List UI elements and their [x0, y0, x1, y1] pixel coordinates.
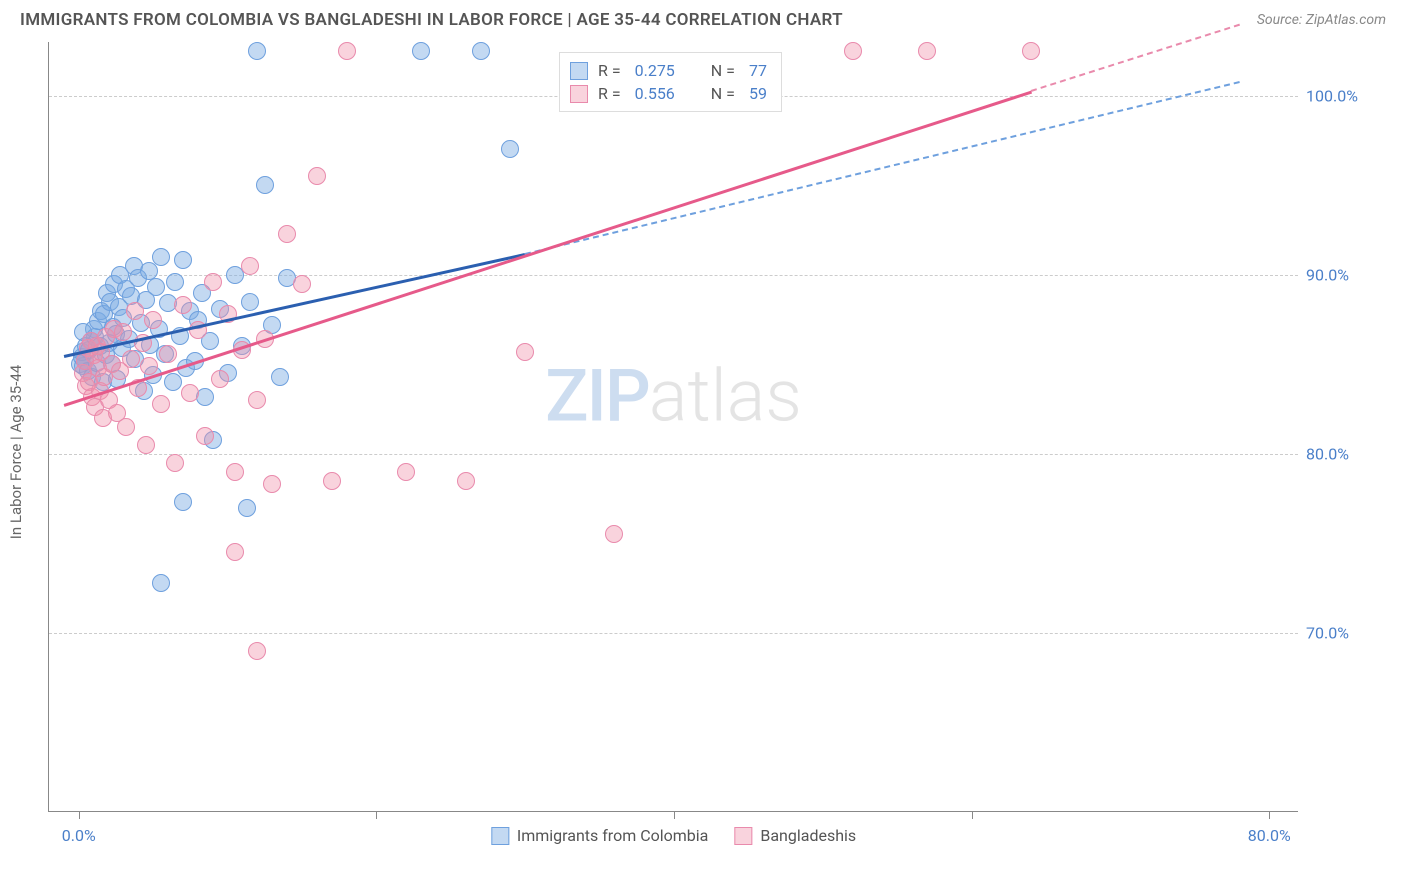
correlation-legend-row: R = 0.556 N = 59: [570, 82, 771, 105]
x-tick-label: 80.0%: [1248, 826, 1291, 845]
chart-title: IMMIGRANTS FROM COLOMBIA VS BANGLADESHI …: [20, 10, 843, 30]
grid-line: [49, 633, 1298, 634]
source-attribution: Source: ZipAtlas.com: [1257, 12, 1386, 28]
legend-swatch: [570, 85, 588, 103]
data-point-bangladeshi: [248, 391, 266, 409]
data-point-bangladeshi: [152, 395, 170, 413]
data-point-colombia: [248, 42, 266, 60]
data-point-bangladeshi: [338, 42, 356, 60]
legend-swatch: [734, 827, 752, 845]
data-point-bangladeshi: [211, 370, 229, 388]
data-point-bangladeshi: [204, 273, 222, 291]
legend-n-value: 59: [749, 84, 767, 103]
y-axis-title: In Labor Force | Age 35-44: [7, 365, 25, 539]
series-legend-label: Bangladeshis: [760, 826, 856, 845]
legend-r-label: R =: [598, 84, 621, 103]
correlation-legend-row: R = 0.275 N = 77: [570, 59, 771, 82]
watermark-atlas: atlas: [649, 353, 802, 438]
data-point-bangladeshi: [196, 427, 214, 445]
legend-r-value: 0.275: [635, 61, 675, 80]
data-point-bangladeshi: [278, 225, 296, 243]
plot-area: ZIPatlas 70.0%80.0%90.0%100.0%0.0%80.0%R…: [48, 42, 1298, 812]
x-tick: [376, 811, 377, 819]
x-tick-label: 0.0%: [62, 826, 96, 845]
data-point-bangladeshi: [457, 472, 475, 490]
data-point-bangladeshi: [122, 350, 140, 368]
data-point-bangladeshi: [293, 275, 311, 293]
data-point-bangladeshi: [166, 454, 184, 472]
y-tick-label: 70.0%: [1306, 623, 1376, 642]
data-point-bangladeshi: [844, 42, 862, 60]
data-point-bangladeshi: [137, 436, 155, 454]
data-point-bangladeshi: [241, 257, 259, 275]
legend-r-label: R =: [598, 61, 621, 80]
legend-r-value: 0.556: [635, 84, 675, 103]
data-point-bangladeshi: [226, 463, 244, 481]
legend-n-value: 77: [749, 61, 767, 80]
x-tick: [674, 811, 675, 819]
data-point-colombia: [174, 251, 192, 269]
correlation-legend: R = 0.275 N = 77 R = 0.556 N = 59: [559, 52, 782, 112]
data-point-colombia: [472, 42, 490, 60]
data-point-bangladeshi: [174, 296, 192, 314]
chart-container: In Labor Force | Age 35-44 ZIPatlas 70.0…: [48, 42, 1388, 862]
data-point-colombia: [501, 140, 519, 158]
data-point-colombia: [241, 293, 259, 311]
data-point-colombia: [166, 273, 184, 291]
data-point-colombia: [238, 499, 256, 517]
series-legend-item: Immigrants from Colombia: [491, 826, 709, 845]
y-tick-label: 80.0%: [1306, 444, 1376, 463]
y-tick-label: 100.0%: [1306, 86, 1376, 105]
y-tick-label: 90.0%: [1306, 265, 1376, 284]
data-point-bangladeshi: [397, 463, 415, 481]
x-tick: [79, 811, 80, 819]
data-point-bangladeshi: [248, 642, 266, 660]
x-tick: [972, 811, 973, 819]
series-legend: Immigrants from Colombia Bangladeshis: [491, 826, 856, 845]
data-point-colombia: [412, 42, 430, 60]
data-point-bangladeshi: [159, 345, 177, 363]
data-point-colombia: [152, 248, 170, 266]
trend-line: [63, 90, 1031, 406]
watermark-zip: ZIP: [545, 353, 649, 438]
x-tick: [1269, 811, 1270, 819]
data-point-colombia: [256, 176, 274, 194]
data-point-bangladeshi: [323, 472, 341, 490]
legend-swatch: [570, 62, 588, 80]
data-point-bangladeshi: [226, 543, 244, 561]
data-point-bangladeshi: [117, 418, 135, 436]
title-bar: IMMIGRANTS FROM COLOMBIA VS BANGLADESHI …: [0, 0, 1406, 38]
data-point-colombia: [147, 278, 165, 296]
watermark: ZIPatlas: [545, 353, 802, 438]
data-point-colombia: [271, 368, 289, 386]
legend-n-label: N =: [711, 61, 735, 80]
data-point-colombia: [152, 574, 170, 592]
legend-n-label: N =: [711, 84, 735, 103]
data-point-bangladeshi: [140, 357, 158, 375]
data-point-bangladeshi: [516, 343, 534, 361]
data-point-bangladeshi: [181, 384, 199, 402]
series-legend-label: Immigrants from Colombia: [517, 826, 709, 845]
grid-line: [49, 454, 1298, 455]
legend-swatch: [491, 827, 509, 845]
data-point-colombia: [174, 493, 192, 511]
data-point-bangladeshi: [308, 167, 326, 185]
data-point-bangladeshi: [263, 475, 281, 493]
data-point-colombia: [164, 373, 182, 391]
data-point-bangladeshi: [1022, 42, 1040, 60]
data-point-bangladeshi: [126, 302, 144, 320]
data-point-bangladeshi: [918, 42, 936, 60]
data-point-bangladeshi: [144, 311, 162, 329]
data-point-bangladeshi: [605, 525, 623, 543]
data-point-bangladeshi: [114, 323, 132, 341]
series-legend-item: Bangladeshis: [734, 826, 856, 845]
